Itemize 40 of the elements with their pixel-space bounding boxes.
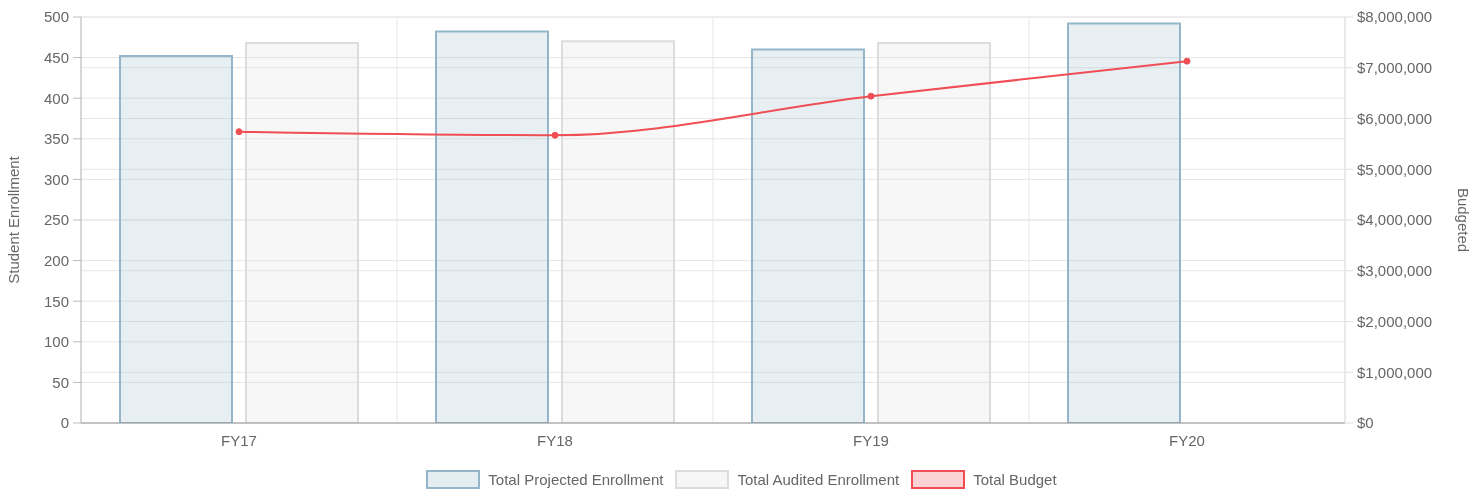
y2-tick-label: $3,000,000 bbox=[1357, 262, 1433, 280]
y-tick-label: 350 bbox=[43, 130, 69, 148]
y-tick-label: 300 bbox=[43, 170, 69, 188]
y-tick-label: 100 bbox=[43, 333, 69, 351]
bar bbox=[119, 54, 233, 423]
point bbox=[551, 131, 559, 139]
bar bbox=[877, 41, 991, 423]
y2-axis-title: Budgeted bbox=[1454, 187, 1472, 253]
y-tick-label: 500 bbox=[43, 8, 69, 26]
y2-tick-label: $5,000,000 bbox=[1357, 160, 1433, 178]
bar bbox=[751, 48, 865, 423]
y2-tick-label: $2,000,000 bbox=[1357, 312, 1433, 330]
y2-tick-label: $1,000,000 bbox=[1357, 363, 1433, 381]
point bbox=[235, 128, 243, 136]
y2-tick-label: $0 bbox=[1357, 414, 1374, 432]
bar bbox=[561, 40, 675, 423]
y2-tick-label: $4,000,000 bbox=[1357, 211, 1433, 229]
y-tick-label: 0 bbox=[60, 414, 69, 432]
x-tick-label: FY19 bbox=[853, 431, 889, 449]
x-tick-label: FY18 bbox=[537, 431, 573, 449]
bar bbox=[1067, 22, 1181, 423]
y-tick-label: 250 bbox=[43, 211, 69, 229]
y2-tick-label: $6,000,000 bbox=[1357, 109, 1433, 127]
y-tick-label: 400 bbox=[43, 89, 69, 107]
point bbox=[1183, 57, 1191, 65]
x-tick-label: FY20 bbox=[1169, 431, 1205, 449]
y-tick-label: 150 bbox=[43, 292, 69, 310]
legend-label: Total Budget bbox=[973, 470, 1057, 488]
y-tick-label: 450 bbox=[43, 48, 69, 66]
bar bbox=[245, 41, 359, 423]
y-tick-label: 200 bbox=[43, 251, 69, 269]
y2-tick-label: $7,000,000 bbox=[1357, 59, 1433, 77]
x-tick-label: FY17 bbox=[221, 431, 257, 449]
point bbox=[867, 92, 875, 100]
y-axis-title: Student Enrollment bbox=[5, 155, 23, 284]
legend-label: Total Audited Enrollment bbox=[737, 470, 900, 488]
legend-label: Total Projected Enrollment bbox=[488, 470, 664, 488]
bar bbox=[435, 30, 549, 423]
y-tick-label: 50 bbox=[52, 373, 69, 391]
y2-tick-label: $8,000,000 bbox=[1357, 8, 1433, 26]
